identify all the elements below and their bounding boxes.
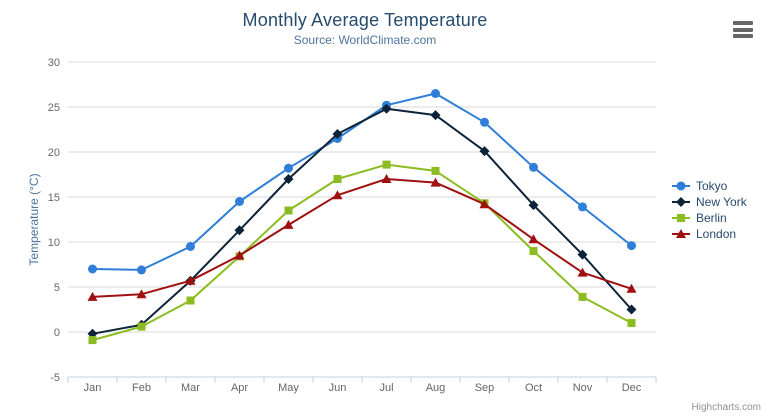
hamburger-bar — [733, 27, 753, 32]
x-axis-label: Oct — [525, 382, 542, 394]
x-axis-label: Mar — [181, 382, 200, 394]
data-point-london[interactable] — [577, 267, 588, 277]
data-point-new-york[interactable] — [577, 249, 588, 260]
data-point-berlin[interactable] — [382, 160, 391, 169]
legend-glyph — [676, 181, 686, 191]
data-point-berlin[interactable] — [186, 296, 195, 305]
x-axis-label: Jan — [84, 382, 102, 394]
x-axis-label: Dec — [622, 382, 642, 394]
legend-marker-square-icon — [672, 214, 690, 222]
y-axis-label: 20 — [48, 147, 60, 159]
highcharts-credits-link[interactable]: Highcharts.com — [691, 402, 761, 413]
data-point-new-york[interactable] — [283, 174, 294, 184]
y-axis-label: 25 — [48, 102, 60, 114]
hamburger-bar — [733, 34, 753, 38]
hamburger-bar — [733, 21, 753, 25]
y-axis-label: 15 — [48, 192, 60, 204]
legend-label: Tokyo — [696, 179, 728, 193]
data-point-berlin[interactable] — [529, 247, 538, 255]
data-point-tokyo[interactable] — [431, 89, 440, 98]
data-point-berlin[interactable] — [627, 319, 636, 327]
data-point-tokyo[interactable] — [480, 117, 489, 127]
y-axis-label: -5 — [50, 372, 60, 384]
data-point-london[interactable] — [185, 275, 196, 285]
legend: Tokyo New York Berlin London — [671, 178, 747, 242]
data-point-berlin[interactable] — [284, 206, 293, 215]
legend-glyph — [676, 197, 686, 207]
data-point-berlin[interactable] — [431, 166, 440, 175]
data-point-london[interactable] — [87, 291, 98, 301]
legend-marker-circle-icon — [672, 181, 690, 191]
x-axis-label: Feb — [132, 382, 151, 394]
data-point-tokyo[interactable] — [88, 264, 97, 274]
data-point-new-york[interactable] — [430, 110, 441, 121]
data-point-london[interactable] — [430, 177, 441, 187]
series-line-london — [91, 178, 633, 298]
chart-subtitle: Source: WorldClimate.com — [293, 33, 437, 47]
data-point-tokyo[interactable] — [627, 241, 636, 251]
data-point-new-york[interactable] — [234, 225, 245, 236]
legend-item-new-york[interactable]: New York — [671, 194, 747, 210]
y-axis-label: 0 — [54, 327, 60, 339]
legend-item-berlin[interactable]: Berlin — [671, 210, 747, 226]
legend-label: Berlin — [696, 211, 727, 225]
data-point-london[interactable] — [528, 234, 539, 244]
data-point-tokyo[interactable] — [529, 162, 538, 172]
x-axis-label: May — [278, 382, 299, 394]
hamburger-menu-icon[interactable] — [733, 21, 753, 38]
x-axis-label: Sep — [475, 382, 495, 394]
legend-glyph — [677, 214, 685, 222]
data-point-new-york[interactable] — [332, 129, 343, 139]
data-point-new-york[interactable] — [381, 103, 392, 114]
x-axis-label: Aug — [426, 382, 446, 394]
legend-item-tokyo[interactable]: Tokyo — [671, 178, 747, 194]
data-point-tokyo[interactable] — [284, 163, 293, 173]
data-point-new-york[interactable] — [626, 304, 637, 315]
data-point-new-york[interactable] — [479, 146, 490, 157]
series-line-new-york — [91, 107, 633, 335]
legend-label: New York — [696, 195, 747, 209]
legend-glyph — [676, 229, 686, 238]
data-point-london[interactable] — [381, 174, 392, 183]
series-line-berlin — [91, 163, 633, 342]
y-axis-title: Temperature (°C) — [27, 173, 41, 265]
y-axis-label: 10 — [48, 237, 60, 249]
data-point-london[interactable] — [283, 219, 294, 229]
chart-title: Monthly Average Temperature — [242, 10, 488, 30]
data-point-berlin[interactable] — [137, 322, 146, 331]
series-line-tokyo — [91, 92, 633, 271]
x-axis-label: Jul — [379, 382, 393, 394]
x-axis-label: Apr — [231, 382, 248, 394]
legend-item-london[interactable]: London — [671, 226, 747, 242]
x-axis-label: Nov — [573, 382, 593, 394]
y-axis-label: 30 — [48, 57, 60, 69]
legend-label: London — [696, 227, 737, 241]
data-point-london[interactable] — [234, 250, 245, 260]
data-point-tokyo[interactable] — [186, 242, 195, 251]
data-point-london[interactable] — [332, 190, 343, 200]
data-point-berlin[interactable] — [88, 336, 97, 345]
data-point-tokyo[interactable] — [578, 202, 587, 212]
x-axis-label: Jun — [329, 382, 347, 394]
data-point-tokyo[interactable] — [137, 265, 146, 275]
data-point-berlin[interactable] — [333, 175, 342, 183]
data-point-berlin[interactable] — [578, 292, 587, 301]
y-axis-label: 5 — [54, 282, 60, 294]
data-point-tokyo[interactable] — [235, 197, 244, 206]
data-point-london[interactable] — [479, 199, 490, 209]
data-point-london[interactable] — [626, 283, 637, 293]
data-point-london[interactable] — [136, 289, 147, 299]
legend-marker-triangle-icon — [672, 229, 690, 238]
legend-marker-diamond-icon — [672, 197, 690, 207]
data-point-new-york[interactable] — [528, 200, 539, 211]
